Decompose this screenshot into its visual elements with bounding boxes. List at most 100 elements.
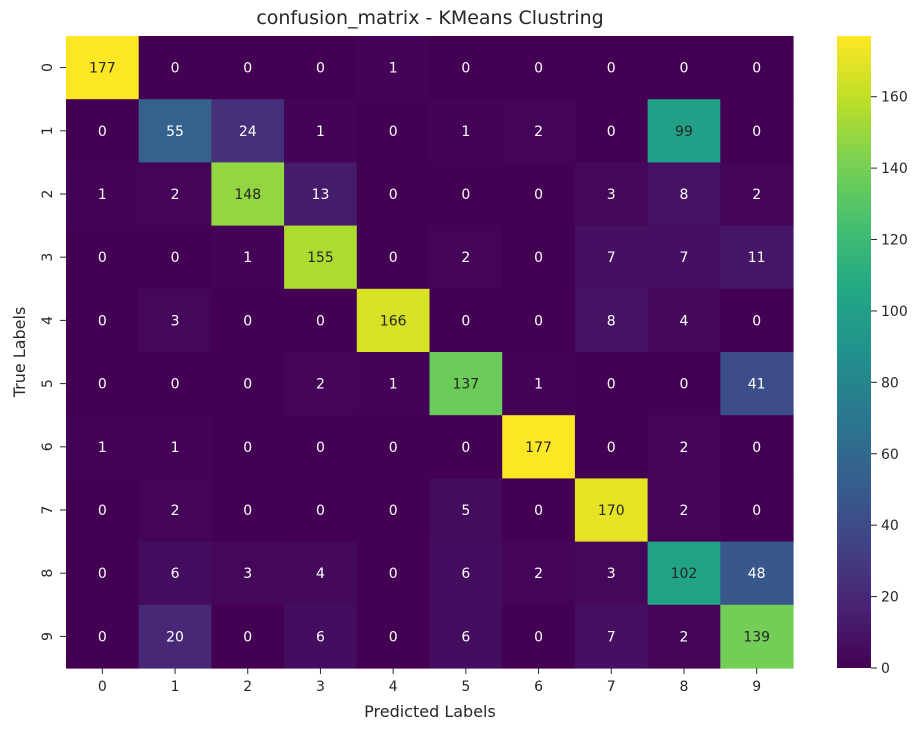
heatmap-cell [284, 162, 358, 227]
cell-value-label: 0 [389, 124, 398, 140]
colorbar-tick-label: 60 [881, 447, 899, 463]
x-tick-label: 0 [98, 679, 107, 695]
cell-value-label: 0 [98, 313, 107, 329]
heatmap-cell [720, 415, 794, 479]
cell-value-label: 177 [525, 440, 552, 456]
heatmap-cell [211, 478, 285, 543]
heatmap-cell [356, 352, 431, 416]
cell-value-label: 20 [166, 629, 184, 645]
cell-value-label: 0 [534, 61, 543, 77]
cell-value-label: 0 [534, 629, 543, 645]
colorbar-tick-label: 100 [881, 304, 908, 320]
cell-value-label: 0 [98, 250, 107, 266]
x-tick-label: 7 [607, 679, 616, 695]
cell-value-label: 1 [316, 124, 325, 140]
heatmap-cell [574, 478, 649, 543]
heatmap-cell [720, 604, 794, 669]
heatmap-cell [429, 478, 503, 543]
heatmap-cell [502, 478, 576, 543]
heatmap-cell [720, 352, 794, 416]
heatmap-cell [211, 36, 285, 100]
cell-value-label: 0 [389, 629, 398, 645]
heatmap-cell [502, 352, 576, 416]
heatmap-cell [574, 352, 649, 416]
cell-value-label: 1 [389, 377, 398, 393]
colorbar-ticks: 0 20 40 60 80 100 120 140 160 [871, 90, 908, 677]
heatmap-cell [502, 288, 576, 353]
cell-value-label: 0 [389, 250, 398, 266]
cell-value-label: 1 [389, 61, 398, 77]
cell-value-label: 0 [243, 629, 252, 645]
cell-value-label: 6 [316, 629, 325, 645]
heatmap-cell [138, 225, 212, 290]
cell-value-label: 0 [98, 566, 107, 582]
cell-value-label: 0 [461, 187, 470, 203]
heatmap-cell [211, 415, 285, 479]
heatmap-cell [138, 541, 212, 606]
cell-value-label: 137 [452, 377, 479, 393]
heatmap-cell [429, 415, 503, 479]
heatmap-cell [647, 541, 721, 606]
cell-value-label: 155 [307, 250, 334, 266]
heatmap-cell [429, 99, 503, 163]
heatmap-cell [211, 604, 285, 669]
heatmap-cell [356, 99, 431, 163]
heatmap-cell [647, 162, 721, 227]
cell-value-label: 0 [316, 61, 325, 77]
heatmap-cell [138, 352, 212, 416]
heatmap-cell [356, 478, 431, 543]
y-tick-label: 6 [40, 442, 56, 451]
heatmap-cell [502, 162, 576, 227]
cell-value-label: 2 [679, 629, 688, 645]
cell-value-label: 0 [679, 61, 688, 77]
heatmap-cell [647, 99, 721, 163]
cell-value-label: 7 [607, 629, 616, 645]
cell-value-label: 0 [752, 313, 761, 329]
heatmap-cell [138, 162, 212, 227]
cell-value-label: 0 [534, 250, 543, 266]
heatmap-cell [429, 288, 503, 353]
chart-title: confusion_matrix - KMeans Clustring [256, 7, 603, 29]
heatmap-cell [211, 225, 285, 290]
heatmap-cell [647, 604, 721, 669]
cell-value-label: 0 [461, 440, 470, 456]
heatmap-cell [284, 225, 358, 290]
x-tick-label: 3 [316, 679, 325, 695]
cell-value-label: 3 [607, 566, 616, 582]
heatmap-cell [66, 162, 140, 227]
cell-value-label: 0 [171, 61, 180, 77]
cell-value-label: 0 [752, 124, 761, 140]
cell-value-label: 3 [171, 313, 180, 329]
heatmap-cell [356, 415, 431, 479]
cell-value-label: 0 [316, 440, 325, 456]
heatmap-cell [647, 352, 721, 416]
cell-value-label: 24 [239, 124, 257, 140]
y-tick-label: 1 [40, 126, 56, 135]
heatmap-cell [502, 36, 576, 100]
heatmap-cell [502, 225, 576, 290]
cell-value-label: 6 [171, 566, 180, 582]
cell-value-label: 0 [243, 61, 252, 77]
y-axis-ticks: 0 1 2 3 4 5 6 7 8 9 [40, 63, 66, 641]
heatmap-cell [647, 225, 721, 290]
cell-value-label: 148 [234, 187, 261, 203]
cell-value-label: 8 [607, 313, 616, 329]
cell-value-label: 2 [316, 377, 325, 393]
cell-value-label: 3 [243, 566, 252, 582]
cell-value-label: 1 [98, 440, 107, 456]
heatmap-cell [356, 288, 431, 353]
cell-value-label: 2 [679, 503, 688, 519]
cell-value-label: 0 [243, 377, 252, 393]
y-tick-label: 3 [40, 253, 56, 262]
heatmap-cell [284, 478, 358, 543]
colorbar-tick-label: 80 [881, 375, 899, 391]
heatmap-cell [356, 225, 431, 290]
cell-value-label: 1 [461, 124, 470, 140]
cell-value-label: 2 [171, 503, 180, 519]
heatmap-cell [574, 36, 649, 100]
heatmap-cell [284, 352, 358, 416]
heatmap-cell [66, 604, 140, 669]
cell-value-label: 7 [607, 250, 616, 266]
